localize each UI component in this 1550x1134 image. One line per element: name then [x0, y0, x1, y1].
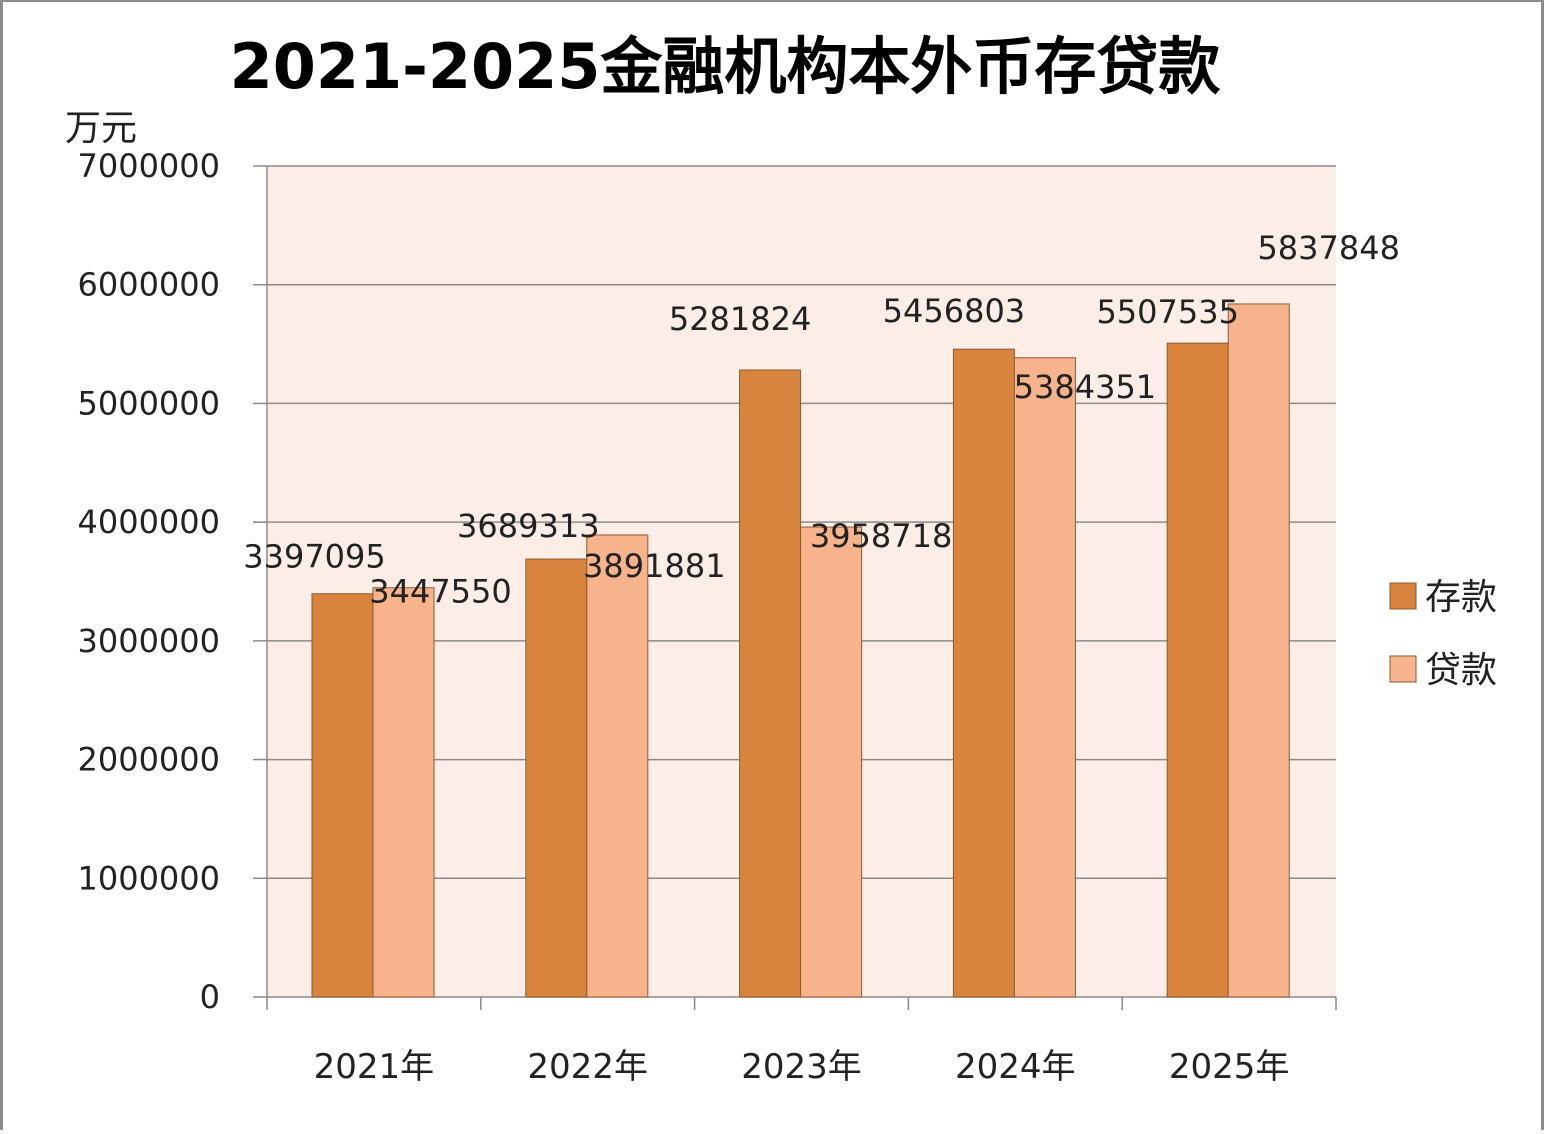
bar-deposit	[1166, 342, 1229, 998]
legend-swatch-loan	[1389, 655, 1417, 683]
bar-loan	[1013, 357, 1076, 998]
axes: 0 1000000 2000000 3000000 4000000 5000000 6000…	[77, 147, 1337, 1087]
data-label-loan: 5837848	[1257, 229, 1400, 267]
bars	[311, 303, 1290, 998]
data-label-deposit: 3689313	[457, 507, 600, 545]
data-label-loan: 5384351	[1014, 368, 1157, 406]
data-label-loan: 3447550	[369, 573, 512, 611]
y-tick-label: 5000000	[77, 384, 220, 422]
legend-label-deposit: 存款	[1425, 577, 1497, 618]
bar-deposit	[952, 348, 1015, 998]
y-tick-label: 4000000	[77, 503, 220, 541]
bar-loan	[1227, 303, 1290, 998]
chart-title: 2021-2025金融机构本外币存贷款	[230, 30, 1221, 103]
bar-deposit	[311, 593, 374, 998]
data-label-loan: 3891881	[583, 547, 726, 585]
bar-loan	[372, 587, 435, 998]
x-tick-label: 2023年	[741, 1047, 862, 1087]
y-axis-unit-label: 万元	[65, 108, 137, 149]
legend-swatch-deposit	[1389, 582, 1417, 610]
y-tick-label: 7000000	[77, 147, 220, 185]
y-tick-label: 2000000	[77, 741, 220, 779]
legend: 存款 贷款	[1389, 577, 1497, 691]
y-tick-label: 3000000	[77, 622, 220, 660]
data-label-deposit: 5507535	[1096, 293, 1239, 331]
data-label-deposit: 5281824	[669, 300, 812, 338]
data-label-loan: 3958718	[810, 517, 953, 555]
x-tick-label: 2021年	[314, 1047, 435, 1087]
x-tick-label: 2022年	[527, 1047, 648, 1087]
y-tick-label: 0	[200, 978, 220, 1016]
bar-deposit	[739, 369, 802, 998]
bar-loan	[800, 526, 863, 998]
y-tick-label: 1000000	[77, 859, 220, 897]
x-tick-label: 2024年	[955, 1047, 1076, 1087]
x-tick-label: 2025年	[1169, 1047, 1290, 1087]
data-label-deposit: 5456803	[883, 292, 1026, 330]
y-tick-label: 6000000	[77, 266, 220, 304]
bar-deposit	[525, 558, 588, 998]
legend-label-loan: 贷款	[1425, 650, 1497, 691]
bar-loan	[586, 534, 649, 998]
data-label-deposit: 3397095	[243, 538, 386, 576]
